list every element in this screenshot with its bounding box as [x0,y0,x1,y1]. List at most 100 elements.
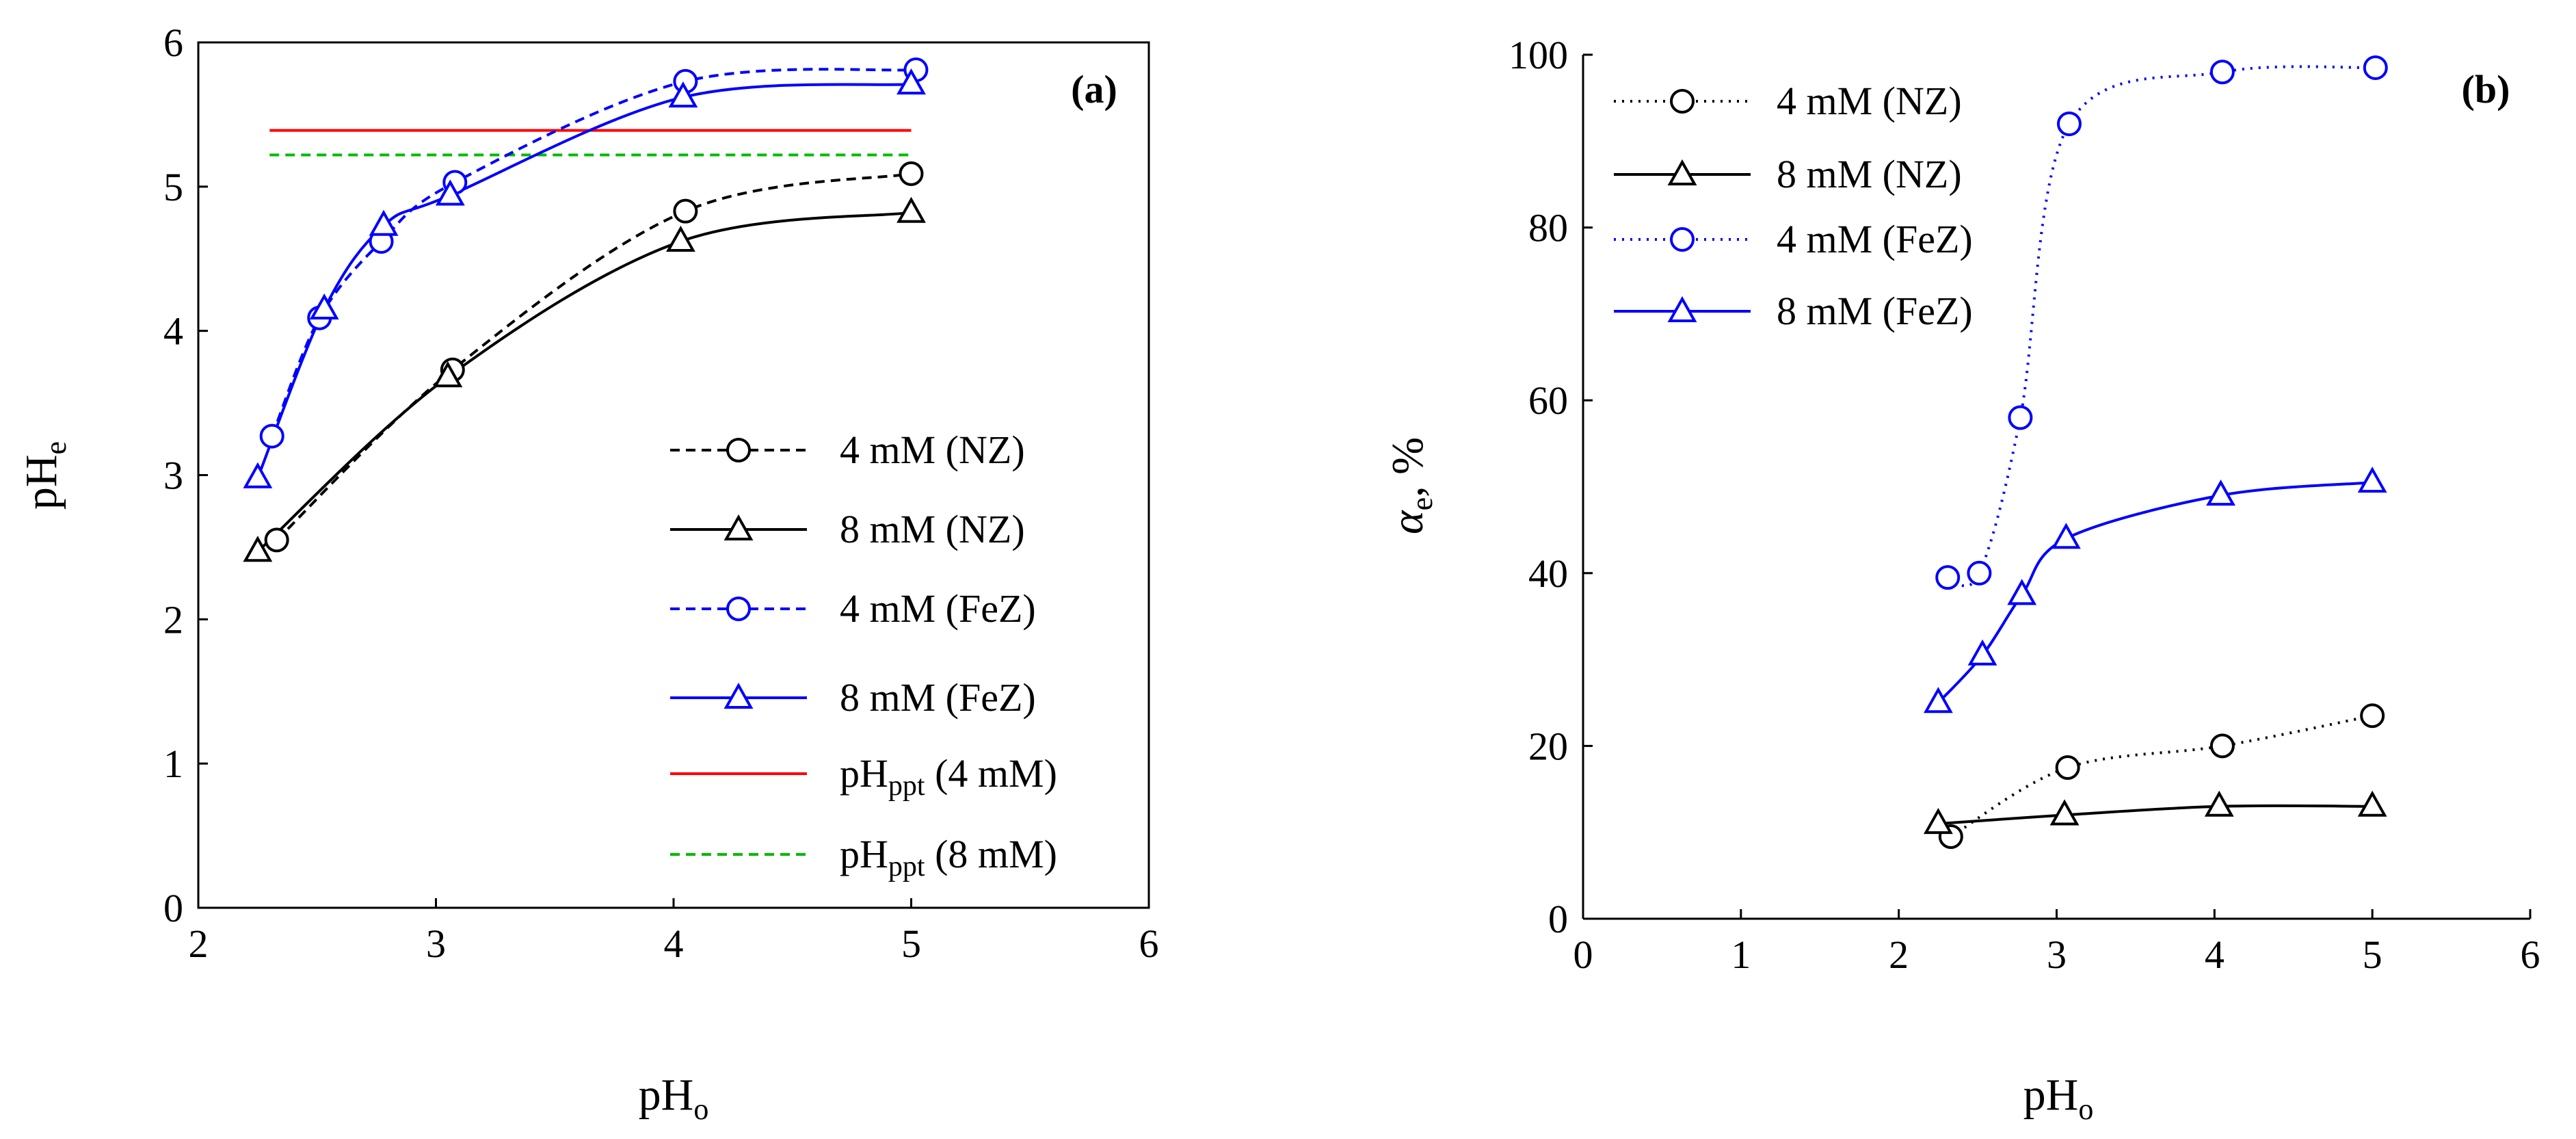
legend-item-a-1: 8 mM (NZ) [670,507,1025,551]
legend-label-b-2: 4 mM (FeZ) [1777,217,1973,261]
data-point-b-2-4 [2209,60,2235,85]
x-tick-label: 2 [189,921,209,966]
x-tick-label: 3 [2047,932,2067,977]
x-tick-label: 5 [2363,932,2382,977]
legend-marker-circle [1670,227,1695,252]
series-layer-a [256,68,916,553]
legend-label-a-3: 8 mM (FeZ) [840,675,1036,720]
data-point-a-1-2 [666,225,695,252]
x-tick-label: 3 [426,921,446,966]
legend-label-a-0: 4 mM (NZ) [840,428,1025,472]
marker-layer-a [243,57,929,562]
legend-marker-triangle [723,514,754,540]
legend-marker-triangle [1667,159,1697,185]
chart-panel-a: 2 3 4 5 6 0 1 2 3 4 5 6 (a) pHe pHo 4 mM (NZ) 8 mM … [16,21,1159,1126]
y-tick-label: 3 [163,454,183,498]
data-point-b-2-1 [1967,560,1992,586]
legend-label-a-1: 8 mM (NZ) [840,507,1025,551]
y-tick-label: 60 [1528,378,1568,423]
legend-marker-circle [1670,89,1695,114]
x-tick-label: 1 [1731,932,1751,977]
y-tick-label: 5 [163,165,183,209]
y-tick-label: 1 [163,742,183,786]
x-tick-label: 0 [1574,932,1593,977]
data-point-b-3-5 [2357,467,2387,493]
legend-item-a-0: 4 mM (NZ) [670,428,1025,472]
data-point-a-0-3 [899,161,924,186]
legend-label-a-5: pHppt (8 mM) [840,832,1057,882]
legend-item-a-3: 8 mM (FeZ) [670,675,1036,720]
x-tick-label: 6 [1139,921,1159,966]
legend-marker-circle [726,438,751,462]
x-axis-label-b: pHo [2023,1070,2094,1126]
legend-item-a-5: pHppt (8 mM) [670,832,1057,882]
data-point-a-3-4 [668,81,698,108]
data-point-a-0-2 [673,198,698,224]
legend-a: 4 mM (NZ) 8 mM (NZ) 4 mM (FeZ) 8 mM (FeZ… [670,428,1057,882]
series-line-b-1 [1938,804,2373,826]
data-point-b-2-0 [1935,565,1961,590]
x-tick-label: 4 [664,921,684,966]
y-axis-label-b: αe, % [1383,437,1439,534]
legend-label-a-2: 4 mM (FeZ) [840,586,1036,631]
series-line-a-1 [256,211,912,553]
data-point-a-3-5 [897,68,926,95]
panel-label-b: (b) [2462,67,2510,112]
data-point-b-0-3 [2360,703,2385,729]
legend-label-b-0: 4 mM (NZ) [1777,79,1962,123]
x-tick-label: 4 [2205,932,2225,977]
data-point-b-1-2 [2204,790,2234,817]
data-point-b-3-0 [1923,687,1953,713]
y-tick-label: 40 [1528,551,1568,596]
series-line-a-2 [270,68,916,437]
data-point-b-3-4 [2206,480,2235,506]
data-point-b-3-3 [2051,523,2081,549]
data-point-a-0-0 [264,527,289,553]
y-tick-label: 20 [1528,724,1568,768]
data-point-b-0-1 [2055,755,2080,780]
legend-label-b-3: 8 mM (FeZ) [1777,289,1973,333]
legend-item-a-2: 4 mM (FeZ) [670,586,1036,631]
legend-marker-triangle [1667,296,1697,322]
y-tick-label: 0 [1548,897,1568,941]
legend-marker-circle [726,597,751,621]
data-point-b-3-1 [1967,639,1997,666]
series-line-a-3 [256,83,912,479]
legend-item-b-3: 8 mM (FeZ) [1614,289,1973,333]
legend-marker-triangle [723,682,754,709]
data-point-a-1-0 [243,536,273,562]
data-point-b-1-3 [2357,790,2387,817]
data-point-a-3-1 [309,293,339,320]
legend-label-b-1: 8 mM (NZ) [1777,152,1962,196]
ticks-layer-a: 2 3 4 5 6 0 1 2 3 4 5 6 [163,21,1159,966]
series-line-a-0 [276,172,912,541]
panel-label-a: (a) [1071,67,1117,112]
legend-item-b-1: 8 mM (NZ) [1614,152,1962,196]
data-point-b-2-3 [2056,112,2082,137]
y-tick-label: 0 [163,886,183,930]
legend-label-a-4: pHppt (4 mM) [840,751,1057,802]
marker-layer-b [1923,55,2388,850]
data-point-a-1-3 [897,196,926,223]
legend-item-b-2: 4 mM (FeZ) [1614,217,1973,261]
y-tick-label: 2 [163,597,183,642]
data-point-a-3-2 [369,209,399,236]
data-point-a-2-0 [259,423,284,449]
legend-b: 4 mM (NZ) 8 mM (NZ) 4 mM (FeZ) 8 mM (FeZ… [1614,79,1973,333]
legend-item-b-0: 4 mM (NZ) [1614,79,1962,123]
y-axis-label-a: pHe [16,441,72,510]
y-tick-label: 4 [163,309,183,354]
data-point-a-1-1 [433,361,463,388]
y-tick-label: 6 [163,21,183,65]
x-tick-label: 6 [2521,932,2540,977]
x-tick-label: 5 [901,921,921,966]
data-point-a-3-0 [243,462,273,488]
x-tick-label: 2 [1889,932,1909,977]
data-point-b-2-5 [2363,55,2388,80]
y-tick-label: 80 [1528,206,1568,250]
legend-item-a-4: pHppt (4 mM) [670,751,1057,802]
data-point-b-3-2 [2007,579,2037,605]
